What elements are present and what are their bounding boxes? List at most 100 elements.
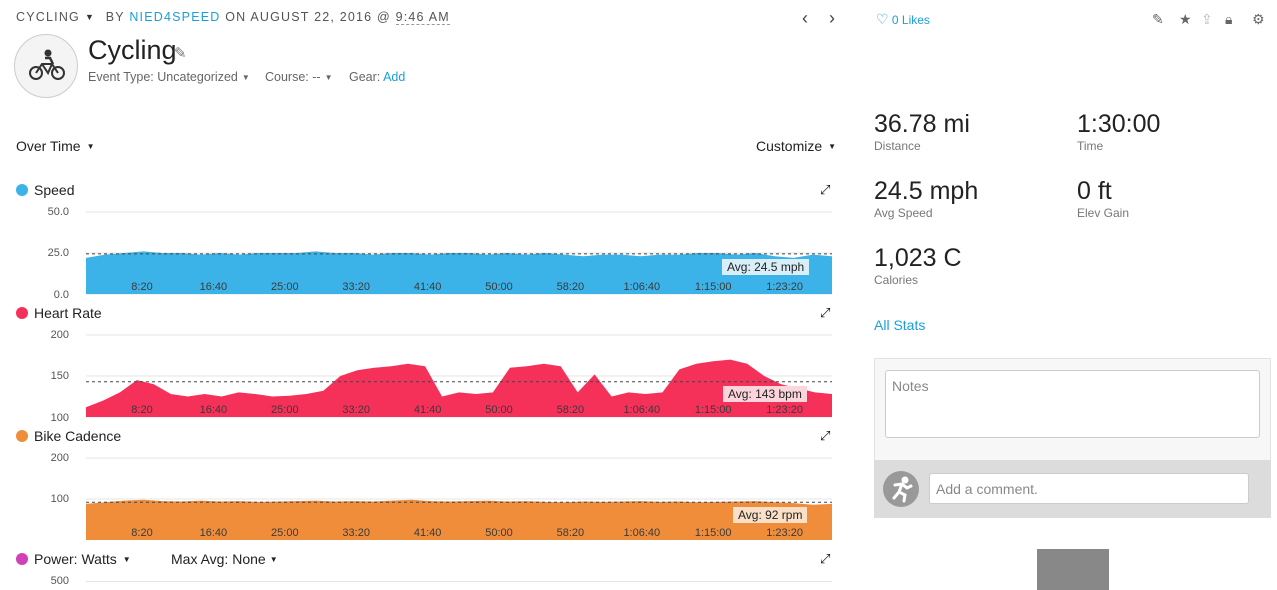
x-tick-label: 58:20 [557,404,585,416]
event-type-dropdown[interactable]: Event Type: Uncategorized ▼ [88,70,250,84]
x-tick-label: 58:20 [557,527,585,539]
expand-power-chart-icon[interactable]: ⤢ [820,551,831,566]
stat-time: 1:30:00 Time [1077,110,1160,153]
by-label: BY [105,10,125,24]
caret-down-icon[interactable]: ▼ [84,12,96,22]
stat-value: 36.78 mi [874,110,970,138]
x-tick-label: 33:20 [342,527,370,539]
date-label: ON AUGUST 22, 2016 @ [225,10,391,24]
stat-avg-speed: 24.5 mph Avg Speed [874,177,978,220]
notes-field[interactable]: Notes [885,370,1260,438]
expand-heart-rate-chart-icon[interactable]: ⤢ [820,305,831,320]
x-tick-label: 1:23:20 [766,281,803,293]
runner-icon [892,476,913,503]
x-tick-label: 8:20 [131,281,152,293]
previous-arrow-icon[interactable]: ‹ [802,8,808,28]
y-tick: 500 [50,575,69,587]
x-tick-label: 50:00 [485,404,513,416]
x-tick-label: 1:15:00 [695,281,732,293]
power-label: Power: Watts [34,551,117,567]
stat-value: 0 ft [1077,177,1112,205]
x-tick-label: 1:23:20 [766,404,803,416]
activity-time[interactable]: 9:46 AM [395,10,450,25]
x-tick-label: 1:06:40 [623,527,660,539]
stat-value: 1,023 C [874,244,962,272]
y-tick: 100 [50,412,69,424]
ad-placeholder [1037,549,1109,590]
activity-type-selector[interactable]: CYCLING [16,10,80,24]
over-time-label: Over Time [16,138,81,154]
edit-icon[interactable]: ✎ [1152,11,1164,27]
cadence-chart: 8:20 16:40 25:00 33:20 41:40 50:00 58:20 1:06:4… [86,457,832,540]
x-tick-label: 1:15:00 [695,404,732,416]
max-avg-dropdown[interactable]: Max Avg: None ▼ [171,551,278,567]
x-tick-label: 25:00 [271,527,299,539]
chevron-down-icon: ▼ [241,73,250,82]
caret-down-icon: ▼ [828,142,837,151]
next-arrow-icon[interactable]: › [829,8,835,28]
heart-rate-chart-label: Heart Rate [16,305,102,321]
stat-label: Avg Speed [874,206,933,220]
x-tick-label: 16:40 [200,404,228,416]
x-tick-label: 8:20 [131,527,152,539]
customize-label: Customize [756,138,823,154]
edit-title-icon[interactable]: ✎ [174,45,187,62]
customize-dropdown[interactable]: Customize ▼ [756,138,836,154]
likes-button[interactable]: ♡ 0 Likes [876,11,930,28]
expand-cadence-chart-icon[interactable]: ⤢ [820,428,831,443]
star-icon[interactable]: ★ [1179,11,1192,27]
y-tick: 200 [50,329,69,341]
stat-value: 1:30:00 [1077,110,1161,138]
activity-header-line: CYCLING ▼ BY NIED4SPEED ON AUGUST 22, 201… [16,10,450,25]
x-tick-label: 16:40 [200,527,228,539]
likes-count: 0 Likes [891,13,930,27]
settings-gear-icon[interactable]: ⚙ [1252,11,1265,27]
course-label: Course: -- [265,70,321,84]
page-title: Cycling [88,35,177,65]
x-tick-label: 33:20 [342,281,370,293]
stat-label: Time [1077,139,1104,153]
heart-rate-series-name: Heart Rate [34,305,102,321]
heart-rate-legend-dot [16,307,28,319]
series-area [86,499,832,540]
caret-down-icon: ▼ [269,555,278,564]
activity-avatar [14,34,78,98]
speed-chart-label: Speed [16,182,74,198]
lock-icon[interactable]: 🔒︎ [1225,11,1233,27]
course-dropdown[interactable]: Course: -- ▼ [265,70,333,84]
cadence-legend-dot [16,430,28,442]
x-tick-label: 1:06:40 [623,404,660,416]
expand-speed-chart-icon[interactable]: ⤢ [820,182,831,197]
average-label: Avg: 143 bpm [723,386,807,402]
y-tick: 200 [50,452,69,464]
stat-value: 24.5 mph [874,177,979,205]
stat-distance: 36.78 mi Distance [874,110,970,153]
speed-legend-dot [16,184,28,196]
bicycle-icon [29,49,65,80]
y-tick: 100 [50,493,69,505]
speed-chart: 8:20 16:40 25:00 33:20 41:40 50:00 58:20 1:06:4… [86,211,832,295]
x-tick-label: 1:23:20 [766,527,803,539]
caret-down-icon: ▼ [86,142,95,151]
cadence-chart-label: Bike Cadence [16,428,121,444]
series-area [86,251,832,294]
stat-label: Elev Gain [1077,206,1130,220]
power-gridline [86,581,832,582]
power-selector[interactable]: Power: Watts ▼ [16,551,131,567]
x-tick-label: 33:20 [342,404,370,416]
x-tick-label: 58:20 [557,281,585,293]
all-stats-link[interactable]: All Stats [874,317,926,333]
max-avg-label: Max Avg: None [171,551,266,567]
heart-icon: ♡ [876,11,889,27]
x-tick-label: 25:00 [271,404,299,416]
y-tick: 25.0 [47,247,69,259]
over-time-dropdown[interactable]: Over Time ▼ [16,138,95,154]
gear-add-link[interactable]: Add [383,70,406,84]
stat-label: Distance [874,139,921,153]
share-icon[interactable]: ⇪ [1201,11,1213,27]
user-avatar [883,471,919,507]
x-tick-label: 25:00 [271,281,299,293]
gear-label: Gear: [349,70,381,84]
comment-input[interactable]: Add a comment. [929,473,1249,504]
author-link[interactable]: NIED4SPEED [129,10,221,24]
